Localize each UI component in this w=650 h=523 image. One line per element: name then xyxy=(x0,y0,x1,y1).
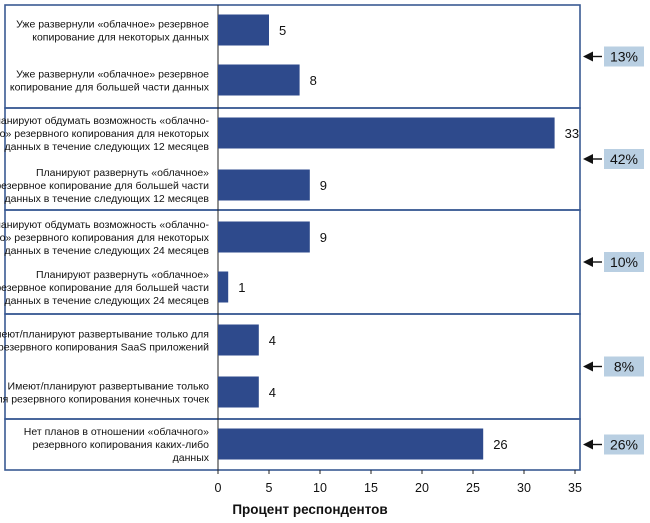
value-label-g2-2: 9 xyxy=(320,178,327,193)
category-label-g3-2-line3: данных в течение следующих 24 месяцев xyxy=(5,295,210,307)
category-label-g1-2-line2: копирование для большей части данных xyxy=(10,82,210,94)
percent-arrow-head-3 xyxy=(583,257,593,267)
category-label-g4-1-line2: резервного копирования SaaS приложений xyxy=(0,342,209,354)
category-label-g2-2-line2: резервное копирование для большей части xyxy=(0,180,209,192)
category-label-g4-2-line1: Имеют/планируют развертывание только xyxy=(8,381,210,393)
percent-badge-label-1: 13% xyxy=(610,49,638,65)
percent-badge-label-3: 10% xyxy=(610,254,638,270)
value-label-g3-1: 9 xyxy=(320,230,327,245)
value-label-g4-1: 4 xyxy=(269,333,276,348)
bar-g4-1 xyxy=(218,324,259,356)
category-label-g1-2-line1: Уже развернули «облачное» резервное xyxy=(16,69,209,81)
x-tick-label-0: 0 xyxy=(215,481,222,495)
x-tick-label-25: 25 xyxy=(466,481,480,495)
category-label-g3-2-line1: Планируют развернуть «облачное» xyxy=(36,269,209,281)
percent-arrow-head-1 xyxy=(583,51,593,62)
x-axis-title: Процент респондентов xyxy=(232,502,387,517)
category-label-g1-1-line2: копирование для некоторых данных xyxy=(32,32,210,44)
value-label-g1-1: 5 xyxy=(279,23,286,38)
x-tick-label-35: 35 xyxy=(568,481,582,495)
category-label-g3-1-line1: Планируют обдумать возможность «облачно- xyxy=(0,219,209,231)
bar-g1-2 xyxy=(218,64,300,96)
x-tick-label-10: 10 xyxy=(313,481,327,495)
category-label-g2-1-line1: Планируют обдумать возможность «облачно- xyxy=(0,115,209,127)
x-tick-label-15: 15 xyxy=(364,481,378,495)
category-label-g1-1-line1: Уже развернули «облачное» резервное xyxy=(16,19,209,31)
percent-badge-label-5: 26% xyxy=(610,437,638,453)
bar-g4-2 xyxy=(218,376,259,408)
x-tick-label-30: 30 xyxy=(517,481,531,495)
category-label-g3-2-line2: резервное копирование для большей части xyxy=(0,282,209,294)
bar-g2-2 xyxy=(218,169,310,201)
value-label-g1-2: 8 xyxy=(310,73,317,88)
bar-g1-1 xyxy=(218,14,269,46)
percent-badge-label-2: 42% xyxy=(610,151,638,167)
bar-g2-1 xyxy=(218,117,555,149)
category-label-g2-2-line1: Планируют развернуть «облачное» xyxy=(36,167,209,179)
bar-g3-1 xyxy=(218,221,310,253)
percent-badge-label-4: 8% xyxy=(614,359,634,375)
category-label-g3-1-line3: данных в течение следующих 24 месяцев xyxy=(5,245,210,257)
category-label-g2-1-line2: го» резервного копирования для некоторых xyxy=(0,128,210,140)
category-label-g5-1-line2: резервного копирования каких-либо xyxy=(33,439,210,451)
percent-badge-2 xyxy=(604,149,644,169)
value-label-g2-1: 33 xyxy=(565,126,579,141)
category-label-g5-1-line3: данных xyxy=(173,452,210,464)
percent-arrow-head-5 xyxy=(583,439,593,450)
x-tick-label-5: 5 xyxy=(266,481,273,495)
value-label-g5-1: 26 xyxy=(493,437,507,452)
x-tick-label-20: 20 xyxy=(415,481,429,495)
percent-arrow-head-2 xyxy=(583,154,593,164)
category-label-g2-1-line3: данных в течение следующих 12 месяцев xyxy=(5,141,210,153)
percent-badge-1 xyxy=(604,46,644,67)
category-label-g4-1-line1: Имеют/планируют развертывание только для xyxy=(0,329,209,341)
category-label-g2-2-line3: данных в течение следующих 12 месяцев xyxy=(5,193,210,205)
group-box-5 xyxy=(4,418,581,471)
percent-arrow-head-4 xyxy=(583,361,593,372)
percent-badge-5 xyxy=(604,434,644,455)
category-label-g3-1-line2: го» резервного копирования для некоторых xyxy=(0,232,210,244)
value-label-g4-2: 4 xyxy=(269,385,276,400)
category-label-g5-1-line1: Нет планов в отношении «облачного» xyxy=(24,426,209,438)
percent-badge-3 xyxy=(604,252,644,272)
bar-g5-1 xyxy=(218,428,484,460)
bar-g3-2 xyxy=(218,271,229,303)
category-label-g4-2-line2: для резервного копирования конечных точе… xyxy=(0,394,209,406)
percent-badge-4 xyxy=(604,356,644,377)
value-label-g3-2: 1 xyxy=(238,280,245,295)
